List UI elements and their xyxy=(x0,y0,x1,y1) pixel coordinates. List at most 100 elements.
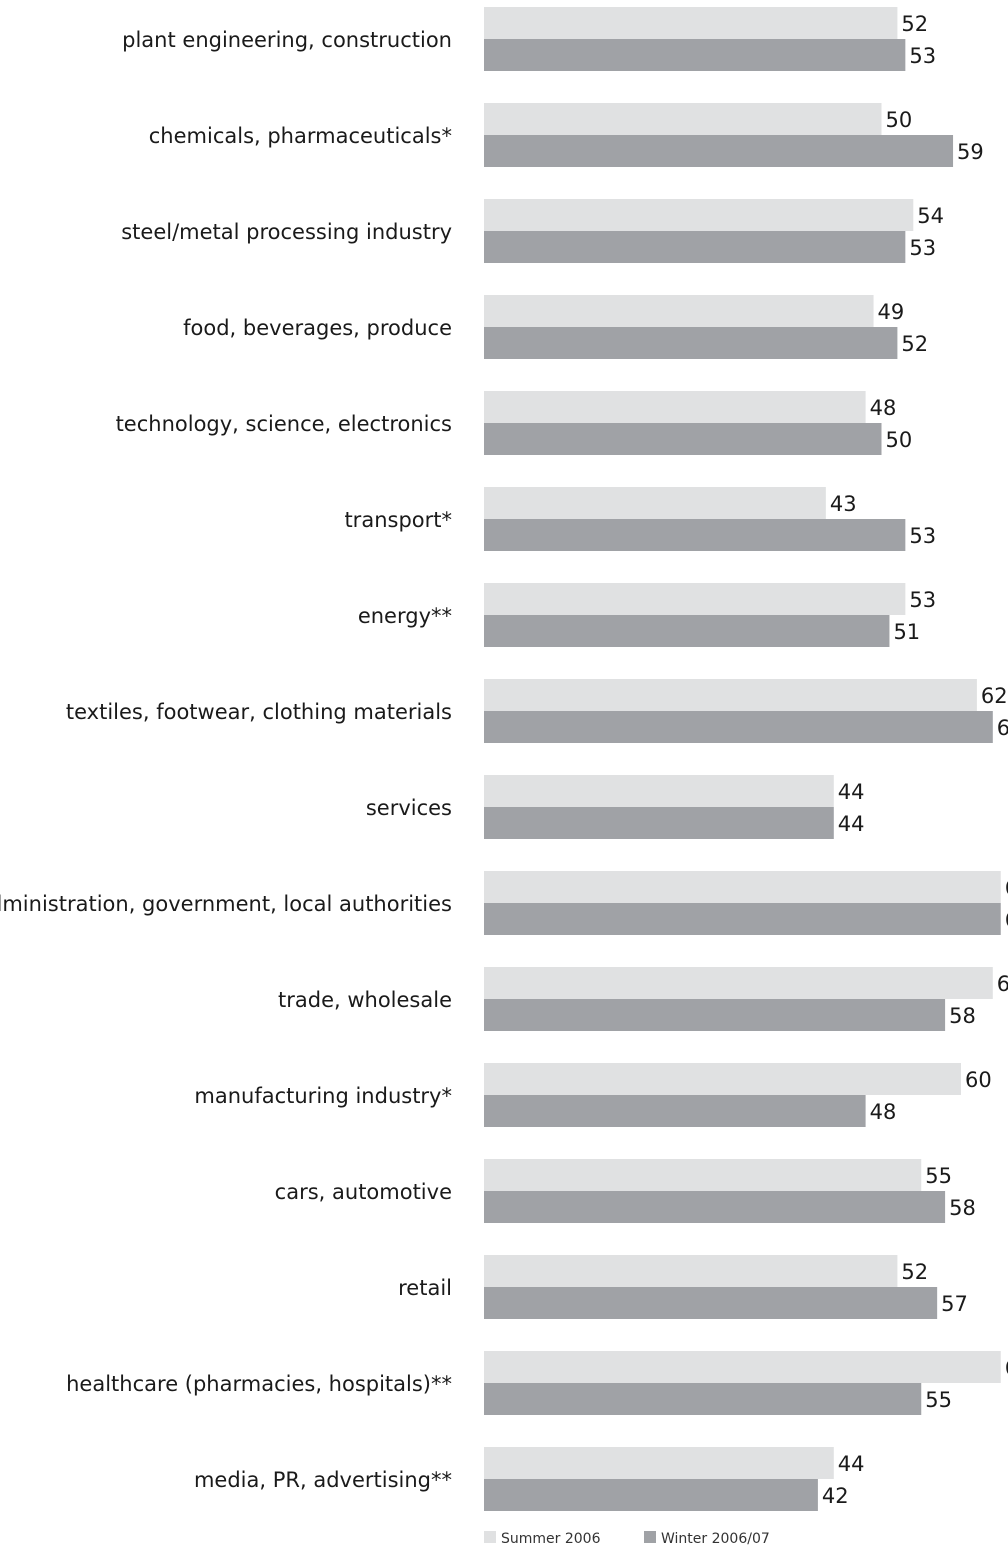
bar-winter-2006-07 xyxy=(484,615,890,647)
category-label: media, PR, advertising** xyxy=(194,1468,452,1492)
bar-winter-2006-07 xyxy=(484,423,882,455)
bar-winter-2006-07 xyxy=(484,711,993,743)
bar-group-plant-engineering-construction: plant engineering, construction 52 53 xyxy=(122,7,936,71)
bar-group-manufacturing-industry: manufacturing industry* 60 48 xyxy=(194,1063,992,1127)
bar-group-energy: energy** 53 51 xyxy=(358,583,936,647)
value-label: 51 xyxy=(893,620,920,644)
bar-group-trade-wholesale: trade, wholesale 64 58 xyxy=(278,967,1008,1031)
category-label: healthcare (pharmacies, hospitals)** xyxy=(66,1372,452,1396)
bar-summer-2006 xyxy=(484,199,914,231)
value-label: 55 xyxy=(925,1164,952,1188)
bar-group-healthcare-pharmacies-hospitals: healthcare (pharmacies, hospitals)** 65 55 xyxy=(66,1351,1008,1415)
bar-winter-2006-07 xyxy=(484,231,906,263)
value-label: 57 xyxy=(941,1292,968,1316)
bar-summer-2006 xyxy=(484,1255,898,1287)
value-label: 54 xyxy=(917,204,944,228)
value-label: 48 xyxy=(870,1100,897,1124)
value-label: 43 xyxy=(830,492,857,516)
bar-group-textiles-footwear-clothing-materials: textiles, footwear, clothing materials 62… xyxy=(66,679,1008,743)
value-label: 53 xyxy=(909,236,936,260)
value-label: 48 xyxy=(870,396,897,420)
value-label: 50 xyxy=(886,428,913,452)
category-label: plant engineering, construction xyxy=(122,28,452,52)
category-label: services xyxy=(366,796,452,820)
bar-winter-2006-07 xyxy=(484,1287,938,1319)
bar-summer-2006 xyxy=(484,967,993,999)
legend-label: Summer 2006 xyxy=(501,1531,601,1547)
bar-group-administration-government-local-authorities: administration, government, local author… xyxy=(0,871,1008,935)
bar-group-technology-science-electronics: technology, science, electronics 48 50 xyxy=(116,391,913,455)
value-label: 65 xyxy=(1005,1356,1008,1380)
legend-swatch xyxy=(644,1531,656,1543)
category-label: retail xyxy=(398,1276,452,1300)
bar-summer-2006 xyxy=(484,487,826,519)
value-label: 53 xyxy=(909,44,936,68)
category-label: food, beverages, produce xyxy=(183,316,452,340)
bar-summer-2006 xyxy=(484,583,906,615)
value-label: 49 xyxy=(878,300,905,324)
bar-group-steel-metal-processing-industry: steel/metal processing industry 54 53 xyxy=(121,199,944,263)
bar-summer-2006 xyxy=(484,391,866,423)
category-label: textiles, footwear, clothing materials xyxy=(66,700,452,724)
category-label: administration, government, local author… xyxy=(0,892,452,916)
legend: Summer 2006 Winter 2006/07 xyxy=(484,1531,770,1547)
value-label: 64 xyxy=(997,972,1008,996)
bar-winter-2006-07 xyxy=(484,135,954,167)
legend-label: Winter 2006/07 xyxy=(661,1531,770,1547)
value-label: 42 xyxy=(822,1484,849,1508)
value-label: 52 xyxy=(901,12,928,36)
bar-group-chemicals-pharmaceuticals: chemicals, pharmaceuticals* 50 59 xyxy=(149,103,984,167)
bar-group-cars-automotive: cars, automotive 55 58 xyxy=(275,1159,976,1223)
bar-winter-2006-07 xyxy=(484,1191,946,1223)
bar-group-transport: transport* 43 53 xyxy=(344,487,936,551)
value-label: 65 xyxy=(1005,876,1008,900)
bar-group-retail: retail 52 57 xyxy=(398,1255,968,1319)
category-label: steel/metal processing industry xyxy=(121,220,452,244)
bar-summer-2006 xyxy=(484,103,882,135)
bar-winter-2006-07 xyxy=(484,39,906,71)
value-label: 52 xyxy=(901,1260,928,1284)
value-label: 53 xyxy=(909,588,936,612)
bar-summer-2006 xyxy=(484,679,977,711)
bar-group-services: services 44 44 xyxy=(366,775,865,839)
bar-summer-2006 xyxy=(484,775,834,807)
value-label: 58 xyxy=(949,1004,976,1028)
bar-winter-2006-07 xyxy=(484,999,946,1031)
bar-winter-2006-07 xyxy=(484,519,906,551)
value-label: 60 xyxy=(965,1068,992,1092)
value-label: 65 xyxy=(1005,908,1008,932)
value-label: 64 xyxy=(997,716,1008,740)
value-label: 44 xyxy=(838,1452,865,1476)
bar-winter-2006-07 xyxy=(484,903,1001,935)
value-label: 55 xyxy=(925,1388,952,1412)
value-label: 58 xyxy=(949,1196,976,1220)
bar-summer-2006 xyxy=(484,7,898,39)
bar-summer-2006 xyxy=(484,295,874,327)
value-label: 62 xyxy=(981,684,1008,708)
bar-summer-2006 xyxy=(484,1063,961,1095)
value-label: 50 xyxy=(886,108,913,132)
category-label: energy** xyxy=(358,604,452,628)
bar-summer-2006 xyxy=(484,871,1001,903)
value-label: 44 xyxy=(838,812,865,836)
bar-summer-2006 xyxy=(484,1159,922,1191)
bar-summer-2006 xyxy=(484,1447,834,1479)
category-label: manufacturing industry* xyxy=(194,1084,452,1108)
category-label: trade, wholesale xyxy=(278,988,452,1012)
value-label: 59 xyxy=(957,140,984,164)
bar-group-media-pr-advertising: media, PR, advertising** 44 42 xyxy=(194,1447,865,1511)
bar-winter-2006-07 xyxy=(484,1095,866,1127)
value-label: 44 xyxy=(838,780,865,804)
bar-summer-2006 xyxy=(484,1351,1001,1383)
category-label: cars, automotive xyxy=(275,1180,452,1204)
bar-winter-2006-07 xyxy=(484,807,834,839)
bar-winter-2006-07 xyxy=(484,1383,922,1415)
bar-group-food-beverages-produce: food, beverages, produce 49 52 xyxy=(183,295,928,359)
category-label: technology, science, electronics xyxy=(116,412,452,436)
value-label: 53 xyxy=(909,524,936,548)
bar-winter-2006-07 xyxy=(484,327,898,359)
category-label: chemicals, pharmaceuticals* xyxy=(149,124,452,148)
category-label: transport* xyxy=(344,508,452,532)
legend-swatch xyxy=(484,1531,496,1543)
